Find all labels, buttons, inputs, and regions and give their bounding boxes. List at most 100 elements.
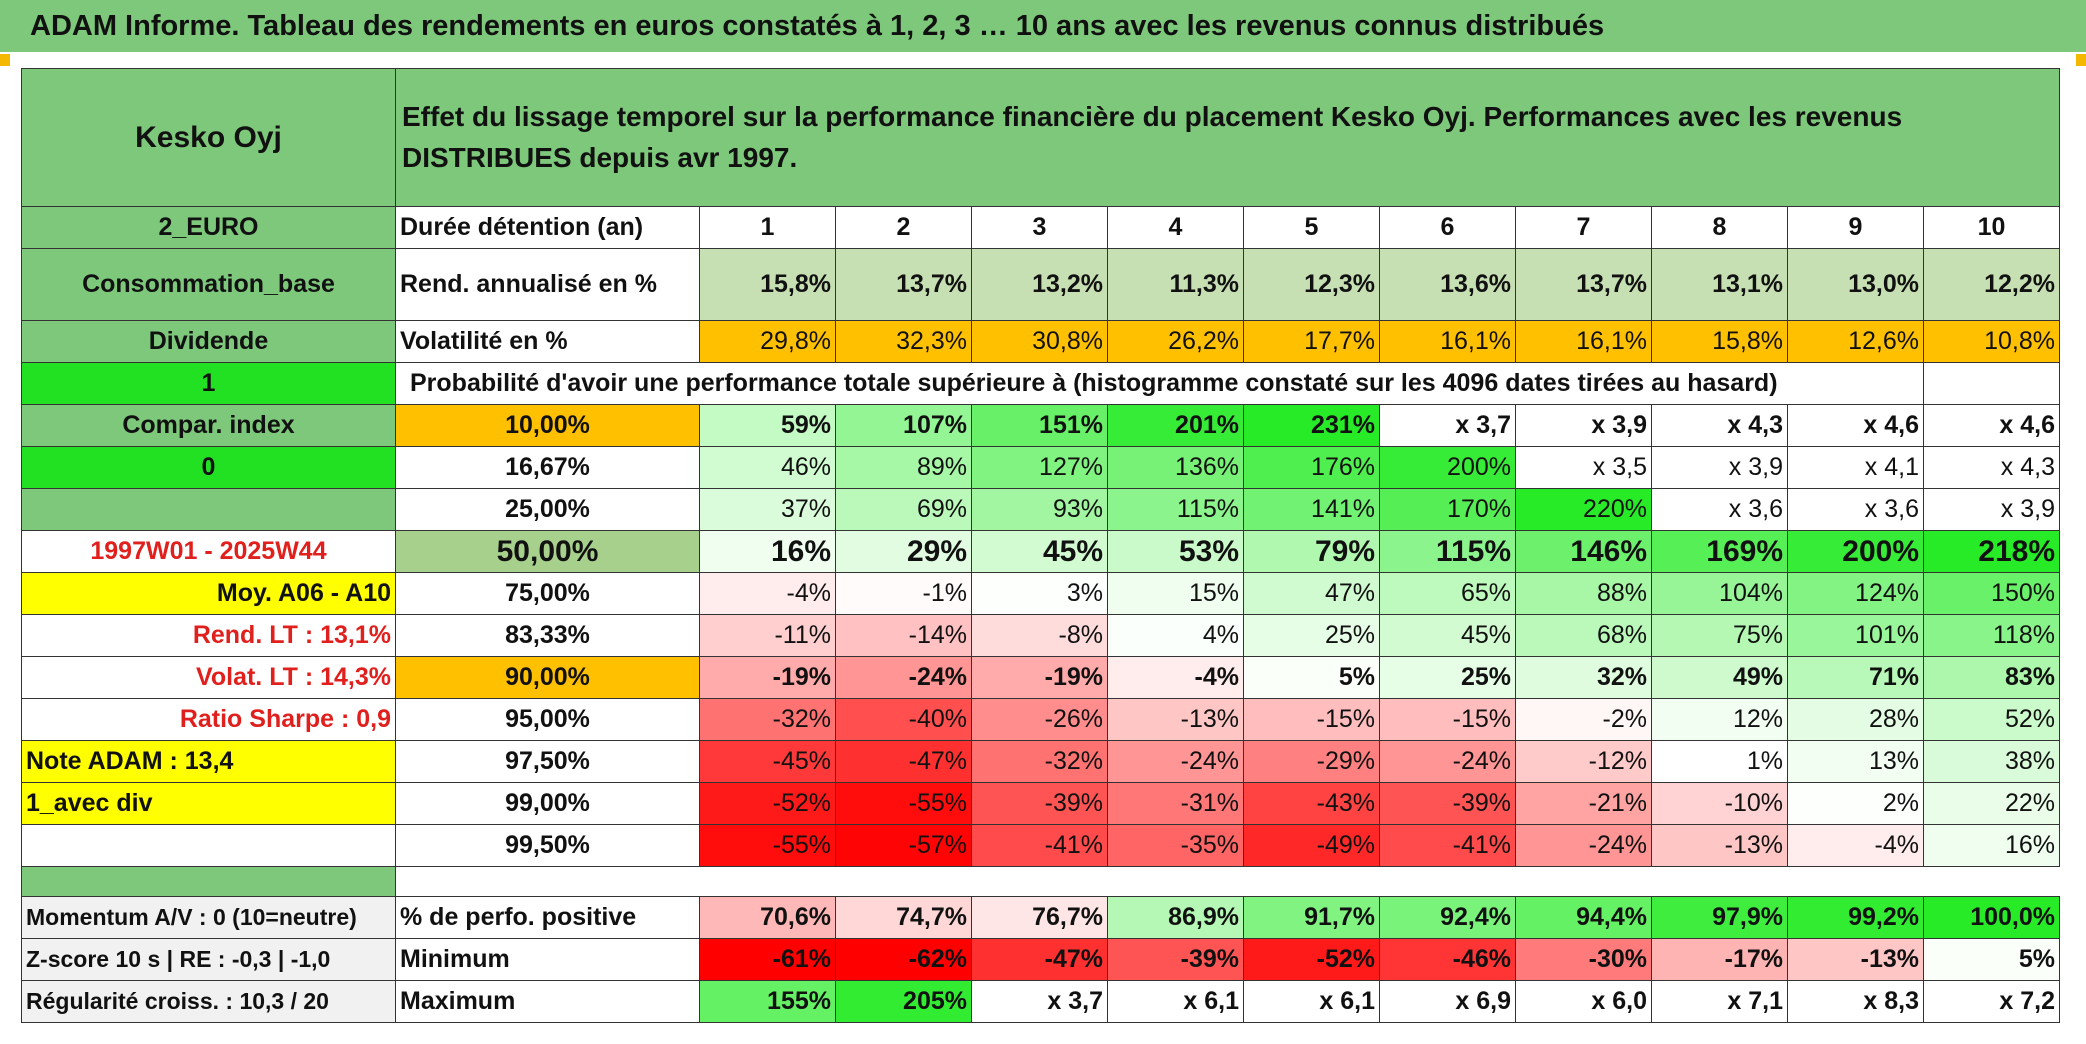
minimum-cell: 5%: [1923, 938, 2060, 981]
prob-cell: -29%: [1243, 740, 1380, 783]
prob-cell: -14%: [835, 614, 972, 657]
prob-row-6: Volat. LT : 14,3% 90,00% -19% -24% -19% …: [21, 656, 2060, 699]
rend-cell: 13,7%: [835, 248, 972, 321]
rend-cell: 12,2%: [1923, 248, 2060, 321]
prob-cell: -10%: [1651, 782, 1788, 825]
prob-cell: 115%: [1379, 530, 1516, 573]
maximum-cell: x 3,7: [971, 980, 1108, 1023]
vol-cell: 17,7%: [1243, 320, 1380, 363]
duration-cell: 1: [699, 206, 836, 249]
prob-percent: 10,00%: [395, 404, 700, 447]
prob-cell: -13%: [1651, 824, 1788, 867]
performance-table: Kesko Oyj Effet du lissage temporel sur …: [21, 68, 2060, 1023]
positive-cell: 76,7%: [971, 896, 1108, 939]
maximum-cell: x 7,2: [1923, 980, 2060, 1023]
prob-cell: x 3,7: [1379, 404, 1516, 447]
duration-cell: 2: [835, 206, 972, 249]
prob-cell: -40%: [835, 698, 972, 741]
prob-cell: 29%: [835, 530, 972, 573]
prob-cell: -4%: [1787, 824, 1924, 867]
maximum-cell: 205%: [835, 980, 972, 1023]
rend-cell: 13,1%: [1651, 248, 1788, 321]
prob-cell: -8%: [971, 614, 1108, 657]
prob-cell: 101%: [1787, 614, 1924, 657]
prob-row-8: Note ADAM : 13,4 97,50% -45% -47% -32% -…: [21, 740, 2060, 783]
prob-cell: 46%: [699, 446, 836, 489]
prob-cell: -41%: [1379, 824, 1516, 867]
prob-percent: 99,50%: [395, 824, 700, 867]
prob-cell: -24%: [1379, 740, 1516, 783]
prob-cell: 146%: [1515, 530, 1652, 573]
prob-percent: 75,00%: [395, 572, 700, 615]
prob-cell: 59%: [699, 404, 836, 447]
prob-cell: 2%: [1787, 782, 1924, 825]
header-description: Effet du lissage temporel sur la perform…: [395, 68, 2060, 207]
prob-cell: 136%: [1107, 446, 1244, 489]
maximum-row: Régularité croiss. : 10,3 / 20 Maximum 1…: [21, 980, 2060, 1023]
prob-cell: -55%: [699, 824, 836, 867]
separator-cell: [21, 866, 396, 897]
prob-cell: 22%: [1923, 782, 2060, 825]
prob-cell: -41%: [971, 824, 1108, 867]
prob-cell: 124%: [1787, 572, 1924, 615]
prob-cell: 170%: [1379, 488, 1516, 531]
positive-cell: 74,7%: [835, 896, 972, 939]
positive-cell: 94,4%: [1515, 896, 1652, 939]
prob-cell: -32%: [971, 740, 1108, 783]
prob-cell: x 4,1: [1787, 446, 1924, 489]
prob-cell: 127%: [971, 446, 1108, 489]
prob-cell: -11%: [699, 614, 836, 657]
prob-cell: 75%: [1651, 614, 1788, 657]
prob-cell: 71%: [1787, 656, 1924, 699]
prob-cell: -24%: [835, 656, 972, 699]
prob-cell: 16%: [1923, 824, 2060, 867]
prob-cell: -49%: [1243, 824, 1380, 867]
minimum-cell: -47%: [971, 938, 1108, 981]
prob-cell: 28%: [1787, 698, 1924, 741]
prob-cell: -21%: [1515, 782, 1652, 825]
prob-cell: 38%: [1923, 740, 2060, 783]
vol-label: Volatilité en %: [395, 320, 700, 363]
prob-row-2: 25,00% 37% 69% 93% 115% 141% 170% 220% x…: [21, 488, 2060, 531]
prob-cell: -12%: [1515, 740, 1652, 783]
prob-cell: 218%: [1923, 530, 2060, 573]
prob-cell: 104%: [1651, 572, 1788, 615]
minimum-cell: -62%: [835, 938, 972, 981]
indicator-one: 1: [21, 362, 396, 405]
maximum-cell: 155%: [699, 980, 836, 1023]
prob-cell: -24%: [1515, 824, 1652, 867]
prob-cell: x 3,9: [1923, 488, 2060, 531]
prob-cell: x 3,9: [1515, 404, 1652, 447]
prob-row-10: 99,50% -55% -57% -41% -35% -49% -41% -24…: [21, 824, 2060, 867]
prob-cell: -15%: [1243, 698, 1380, 741]
prob-cell: 4%: [1107, 614, 1244, 657]
sharpe-label: Ratio Sharpe : 0,9: [21, 698, 396, 741]
indicator-zero: 0: [21, 446, 396, 489]
prob-cell: -32%: [699, 698, 836, 741]
prob-cell: 49%: [1651, 656, 1788, 699]
vol-cell: 29,8%: [699, 320, 836, 363]
vol-cell: 26,2%: [1107, 320, 1244, 363]
prob-cell: 12%: [1651, 698, 1788, 741]
prob-cell: 16%: [699, 530, 836, 573]
probability-header: Probabilité d'avoir une performance tota…: [395, 362, 1924, 405]
prob-cell: 150%: [1923, 572, 2060, 615]
prob-cell: 220%: [1515, 488, 1652, 531]
prob-cell: 169%: [1651, 530, 1788, 573]
duration-cell: 6: [1379, 206, 1516, 249]
prob-percent: 90,00%: [395, 656, 700, 699]
prob-percent: 97,50%: [395, 740, 700, 783]
compar-index-label: Compar. index: [21, 404, 396, 447]
prob-cell: -43%: [1243, 782, 1380, 825]
dividend-label: Dividende: [21, 320, 396, 363]
minimum-cell: -52%: [1243, 938, 1380, 981]
duration-cell: 3: [971, 206, 1108, 249]
prob-cell: 45%: [1379, 614, 1516, 657]
duration-cell: 10: [1923, 206, 2060, 249]
prob-cell: 231%: [1243, 404, 1380, 447]
prob-cell: 5%: [1243, 656, 1380, 699]
duration-cell: 8: [1651, 206, 1788, 249]
prob-cell: 107%: [835, 404, 972, 447]
rend-cell: 13,0%: [1787, 248, 1924, 321]
positive-cell: 91,7%: [1243, 896, 1380, 939]
